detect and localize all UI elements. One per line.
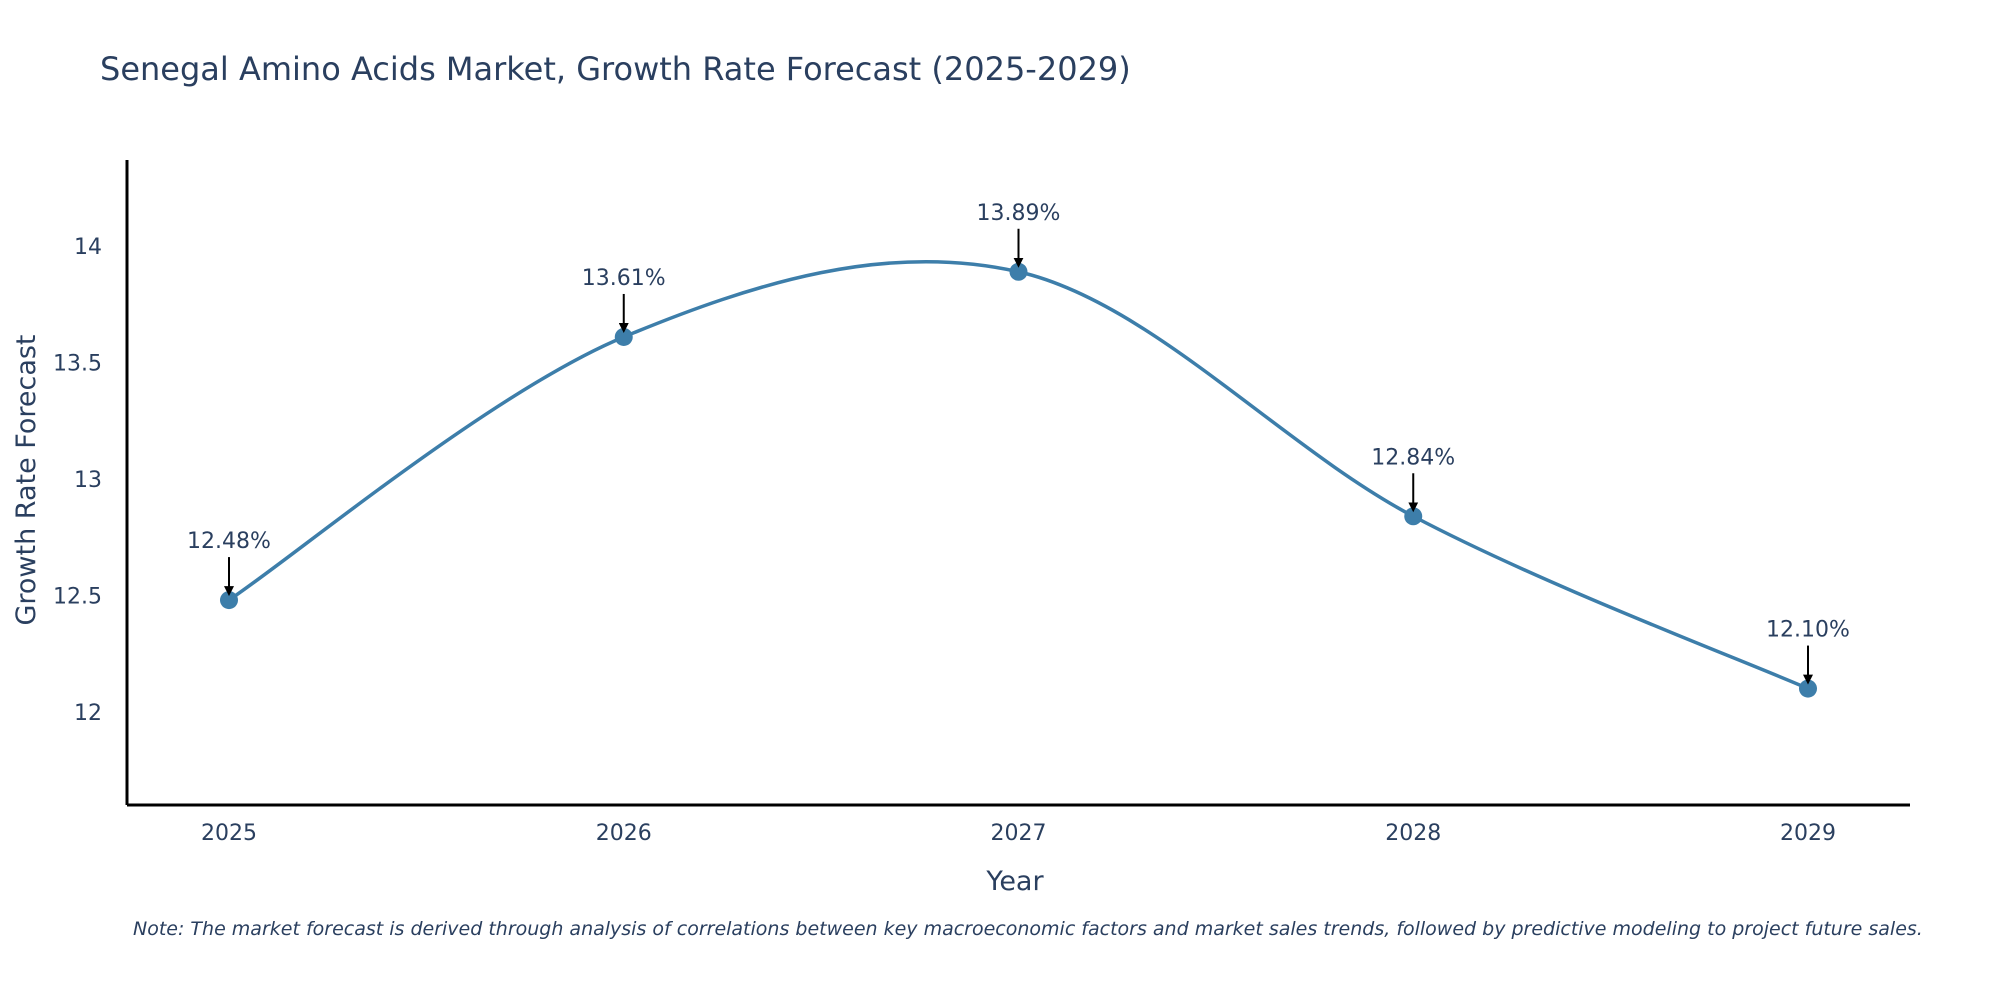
y-tick-label: 12.5 (53, 584, 102, 609)
forecast-note: Note: The market forecast is derived thr… (133, 918, 1923, 940)
y-tick-label: 13.5 (53, 352, 102, 377)
data-label: 13.61% (582, 266, 666, 291)
chart-title: Senegal Amino Acids Market, Growth Rate … (100, 50, 1131, 88)
y-tick-label: 12 (74, 701, 102, 726)
data-point[interactable] (1404, 507, 1423, 526)
data-label: 12.84% (1371, 445, 1455, 470)
data-point[interactable] (1799, 679, 1817, 698)
x-tick-label: 2028 (1385, 821, 1441, 846)
x-tick-label: 2025 (201, 821, 257, 846)
data-point[interactable] (614, 327, 633, 346)
x-tick-label: 2029 (1780, 821, 1836, 846)
y-tick-label: 14 (74, 235, 102, 260)
series (220, 259, 1817, 698)
axes: 12 12.5 13 13.5 14 2025 2026 2027 2028 2029 (53, 160, 1910, 846)
x-tick-label: 2026 (596, 821, 652, 846)
data-label: 12.48% (187, 529, 271, 554)
y-axis-title: Growth Rate Forecast (11, 334, 42, 625)
data-point[interactable] (1009, 262, 1028, 281)
y-tick-label: 13 (74, 468, 102, 493)
x-axis-title: Year (985, 866, 1044, 897)
data-point[interactable] (220, 591, 238, 610)
series-line (228, 259, 1809, 691)
data-label: 12.10% (1766, 618, 1850, 643)
data-label: 13.89% (977, 201, 1061, 226)
annotations: 12.48% 13.61% 13.89% 12.84% 12.10% (187, 201, 1850, 685)
x-tick-label: 2027 (991, 821, 1047, 846)
